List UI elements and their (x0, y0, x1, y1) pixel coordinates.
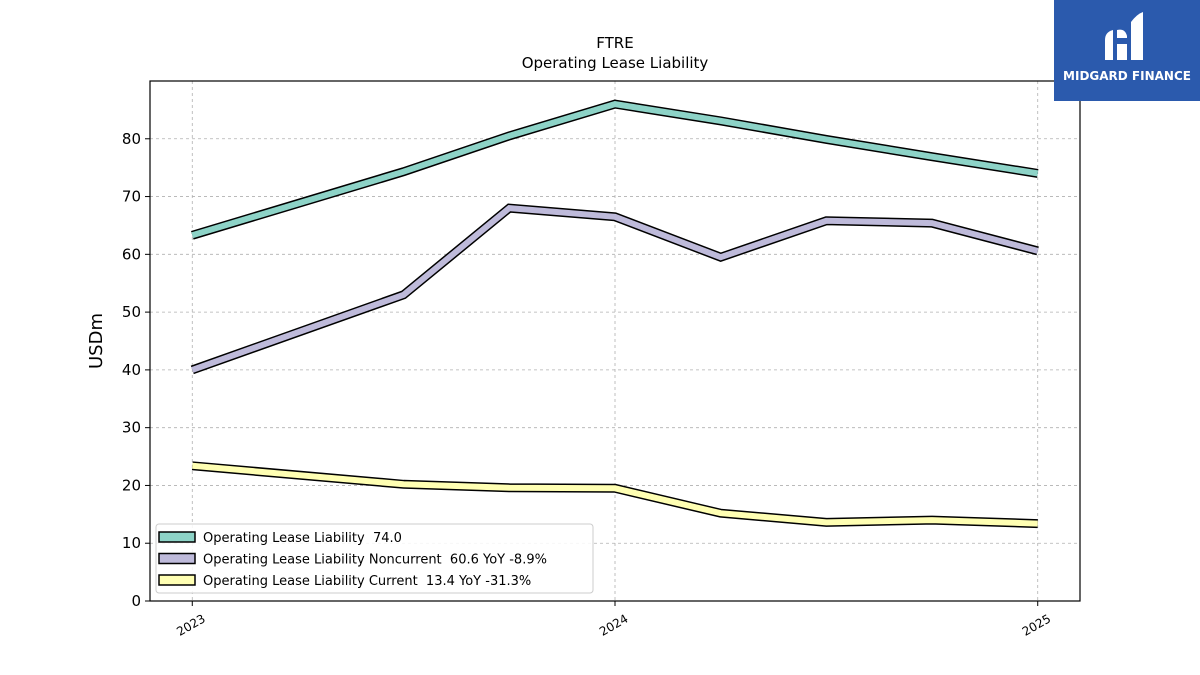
legend-label: Operating Lease Liability Noncurrent 60.… (203, 553, 547, 568)
legend-swatch (158, 552, 196, 565)
x-axis: 2023 2024 2025 (174, 601, 1053, 639)
legend: Operating Lease Liability 74.0 Operating … (155, 523, 594, 594)
chart-subtitle: Operating Lease Liability (522, 54, 709, 72)
y-tick-label: 50 (122, 303, 141, 321)
y-tick-label: 20 (122, 476, 141, 494)
y-tick-label: 80 (122, 130, 141, 148)
series-line-2 (191, 205, 1039, 373)
grid (150, 81, 1080, 602)
legend-label: Operating Lease Liability Current 13.4 Y… (203, 574, 531, 589)
logo-mark-icon (1105, 12, 1143, 60)
x-tick-label: 2025 (1020, 611, 1053, 638)
y-tick-label: 10 (122, 534, 141, 552)
y-tick-label: 60 (122, 245, 141, 263)
y-axis-label: USDm (86, 313, 107, 369)
logo-text: MIDGARD FINANCE (1063, 69, 1191, 83)
y-tick-label: 70 (122, 188, 141, 206)
series-line-3 (192, 462, 1038, 527)
series-line-1 (191, 101, 1039, 239)
legend-swatch (158, 531, 196, 543)
x-tick-label: 2023 (174, 611, 207, 638)
y-tick-label: 0 (131, 592, 141, 610)
chart-title: FTRE (596, 34, 633, 52)
series-lines (190, 99, 1039, 529)
midgard-finance-logo: MIDGARD FINANCE (1054, 0, 1200, 101)
y-tick-label: 40 (122, 361, 141, 379)
x-tick-label: 2024 (597, 611, 630, 638)
y-tick-label: 30 (122, 419, 141, 437)
legend-label: Operating Lease Liability 74.0 (203, 531, 402, 546)
legend-swatch (158, 574, 196, 586)
y-axis: 0 10 20 30 40 50 60 70 80 (122, 130, 150, 610)
legend-box (155, 523, 594, 594)
